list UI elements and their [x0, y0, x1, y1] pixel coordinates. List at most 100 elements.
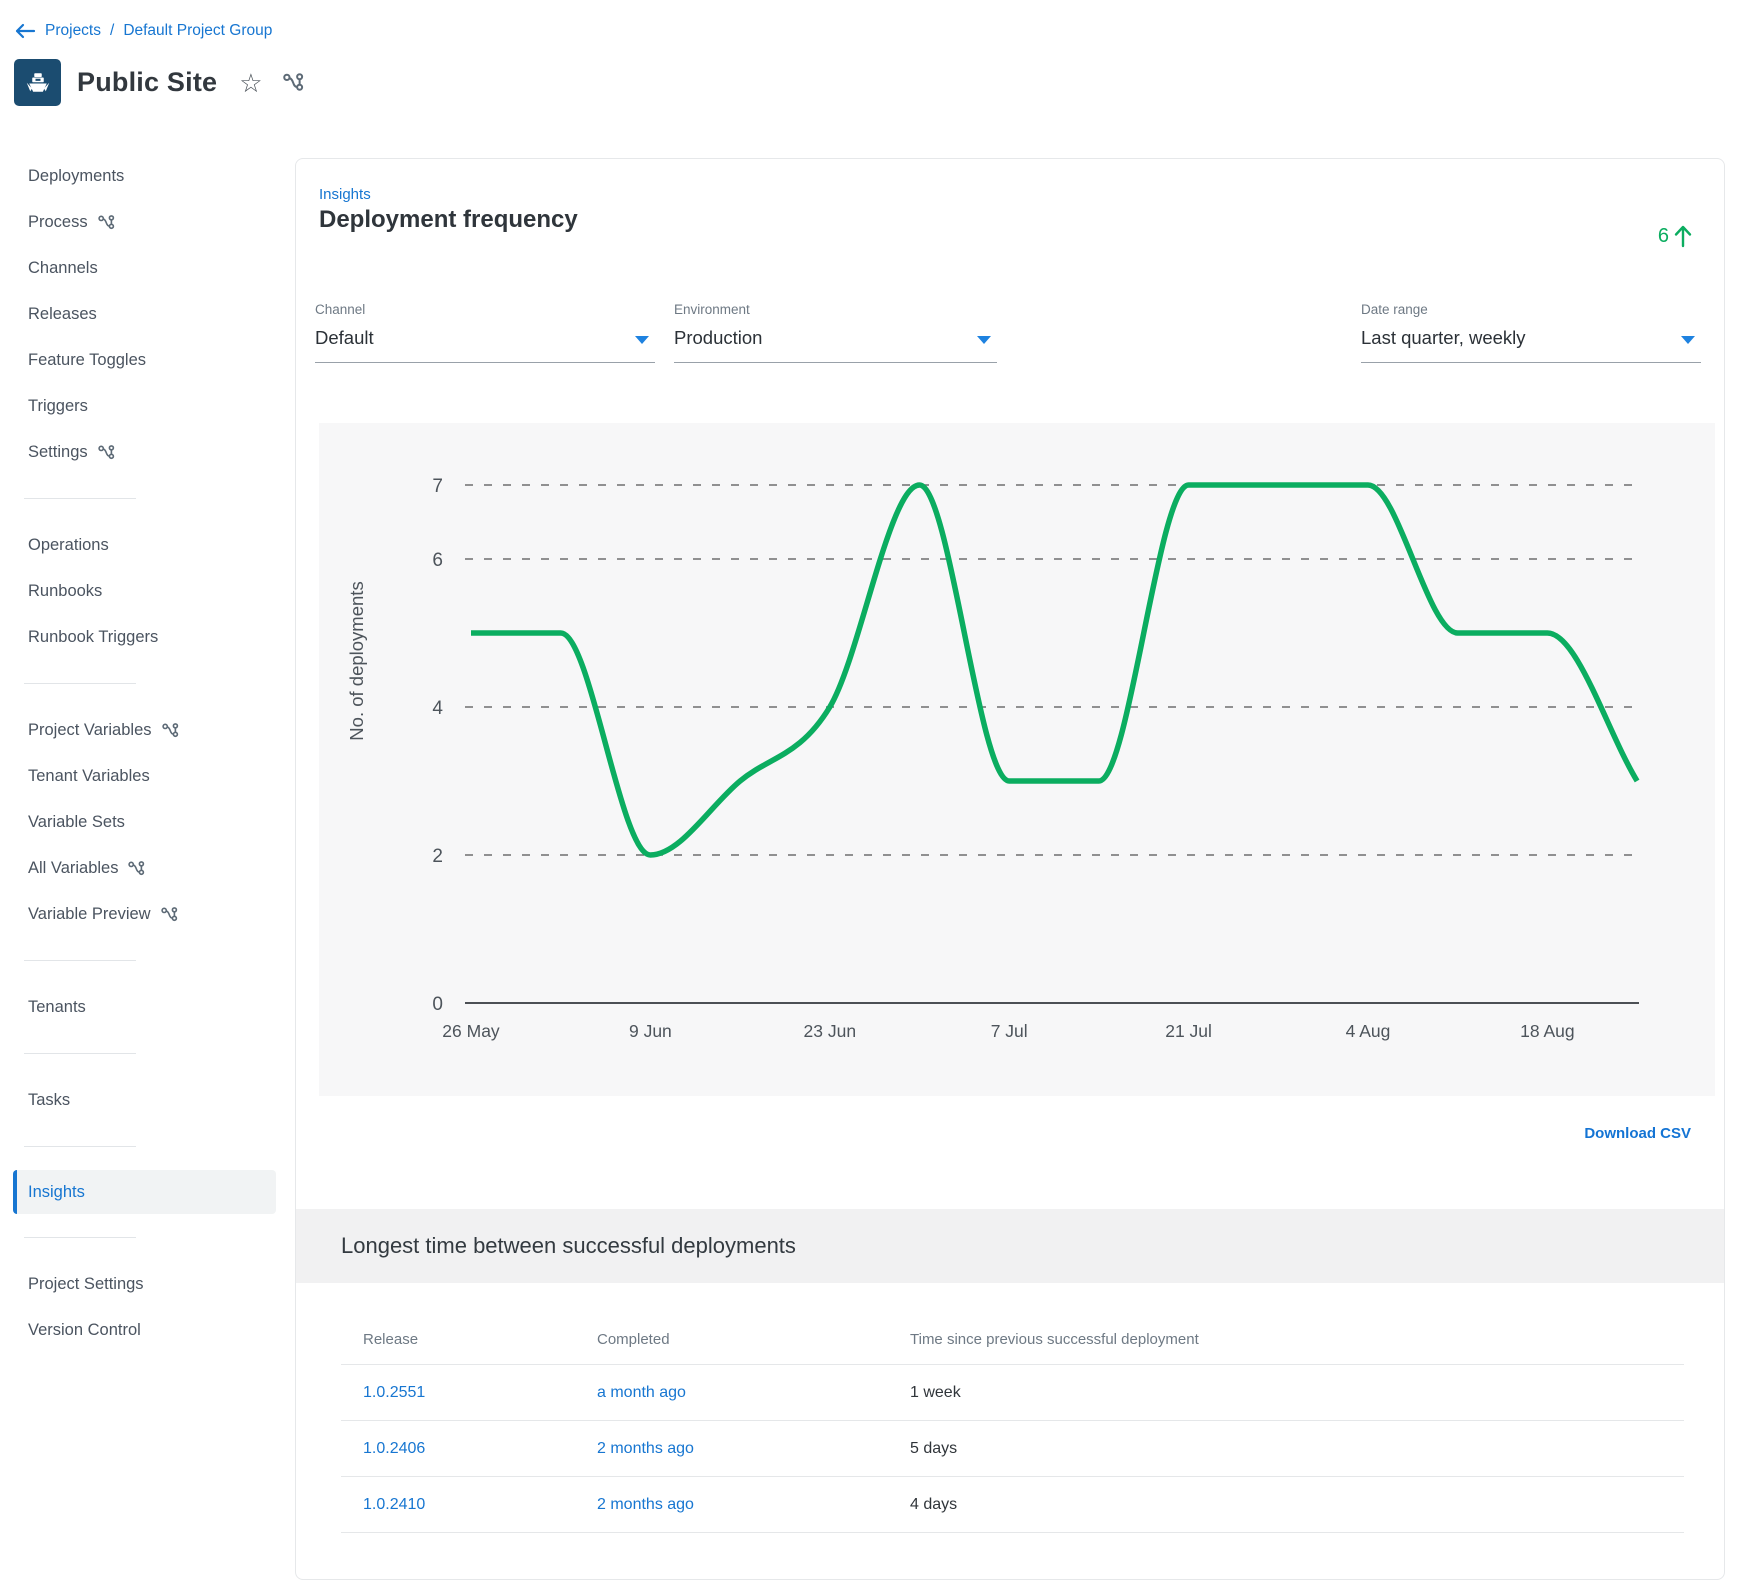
- table-row: 1.0.2551a month ago1 week: [341, 1364, 1684, 1420]
- deployment-frequency-metric: 6: [1658, 223, 1694, 249]
- x-tick-label: 26 May: [442, 1021, 500, 1041]
- y-axis-label: No. of deployments: [346, 581, 367, 740]
- sidebar-item-settings[interactable]: Settings: [0, 429, 292, 475]
- sidebar-item-runbooks[interactable]: Runbooks: [0, 568, 292, 614]
- branch-icon: [128, 861, 145, 876]
- branch-icon: [161, 907, 178, 922]
- chevron-down-icon[interactable]: [635, 336, 649, 344]
- insights-breadcrumb-link[interactable]: Insights: [319, 186, 371, 203]
- sidebar-item-label: Runbook Triggers: [28, 628, 158, 647]
- favorite-star-icon[interactable]: ☆: [239, 70, 262, 96]
- filter-channel[interactable]: ChannelDefault: [315, 302, 655, 363]
- y-tick-label: 6: [432, 550, 443, 571]
- sidebar-item-label: Project Variables: [28, 721, 152, 740]
- sidebar-divider: [24, 1237, 136, 1238]
- sidebar-divider: [24, 1053, 136, 1054]
- time-since-cell: 5 days: [910, 1440, 1684, 1458]
- x-tick-label: 9 Jun: [629, 1021, 672, 1041]
- insights-card: Insights Deployment frequency 6 ChannelD…: [295, 158, 1725, 1580]
- filter-environment[interactable]: Environment Production: [674, 302, 997, 363]
- table-bottom-border: [341, 1532, 1684, 1534]
- sidebar-item-label: Settings: [28, 443, 88, 462]
- sidebar-item-label: Runbooks: [28, 582, 102, 601]
- sidebar-item-label: Project Settings: [28, 1275, 144, 1294]
- table-row: 1.0.24102 months ago4 days: [341, 1476, 1684, 1532]
- sidebar-item-process[interactable]: Process: [0, 199, 292, 245]
- x-tick-label: 21 Jul: [1165, 1021, 1212, 1041]
- section-title: Longest time between successful deployme…: [341, 1233, 796, 1259]
- sidebar-divider: [24, 498, 136, 499]
- y-tick-label: 7: [432, 476, 443, 497]
- sidebar-item-releases[interactable]: Releases: [0, 291, 292, 337]
- column-header-time-since-previous-successful-deployment: Time since previous successful deploymen…: [910, 1331, 1684, 1348]
- sidebar-item-label: Feature Toggles: [28, 351, 146, 370]
- sidebar-item-version-control[interactable]: Version Control: [0, 1307, 292, 1353]
- sidebar: DeploymentsProcess Channels Releases Featur…: [0, 153, 292, 1353]
- sidebar-item-label: Tasks: [28, 1091, 70, 1110]
- filter-selected-value: Production: [674, 327, 762, 348]
- time-since-cell: 1 week: [910, 1384, 1684, 1402]
- sidebar-item-all-variables[interactable]: All Variables: [0, 845, 292, 891]
- ship-icon: [23, 68, 53, 98]
- sidebar-item-label: Variable Sets: [28, 813, 125, 832]
- sidebar-item-channels[interactable]: Channels: [0, 245, 292, 291]
- sidebar-item-tenants[interactable]: Tenants: [0, 984, 292, 1030]
- breadcrumb-group-link[interactable]: Default Project Group: [123, 22, 272, 40]
- sidebar-item-variable-preview[interactable]: Variable Preview: [0, 891, 292, 937]
- release-link[interactable]: 1.0.2410: [363, 1496, 597, 1514]
- branch-icon: [98, 445, 115, 460]
- back-arrow-icon[interactable]: [14, 23, 36, 39]
- sidebar-item-operations[interactable]: Operations: [0, 522, 292, 568]
- chevron-down-icon[interactable]: [1681, 336, 1695, 344]
- sidebar-divider: [24, 960, 136, 961]
- card-title: Deployment frequency: [319, 206, 578, 234]
- sidebar-item-label: Variable Preview: [28, 905, 151, 924]
- filter-date-range[interactable]: Date range Last quarter, weekly: [1361, 302, 1701, 363]
- sidebar-item-insights[interactable]: Insights: [13, 1170, 276, 1214]
- sidebar-item-label: Version Control: [28, 1321, 141, 1340]
- completed-link[interactable]: 2 months ago: [597, 1496, 910, 1514]
- sidebar-item-variable-sets[interactable]: Variable Sets: [0, 799, 292, 845]
- project-header: Public Site ☆: [14, 59, 302, 106]
- section-header-band: Longest time between successful deployme…: [296, 1209, 1724, 1283]
- page-title: Public Site: [77, 67, 217, 98]
- metric-value: 6: [1658, 223, 1669, 249]
- project-logo: [14, 59, 61, 106]
- filter-label: Channel: [315, 302, 655, 317]
- breadcrumb-separator: /: [110, 22, 114, 40]
- y-tick-label: 0: [432, 994, 443, 1015]
- download-csv-link[interactable]: Download CSV: [1584, 1125, 1691, 1142]
- column-header-release: Release: [363, 1331, 597, 1348]
- sidebar-item-tasks[interactable]: Tasks: [0, 1077, 292, 1123]
- sidebar-divider: [24, 683, 136, 684]
- completed-link[interactable]: a month ago: [597, 1384, 910, 1402]
- sidebar-item-feature-toggles[interactable]: Feature Toggles: [0, 337, 292, 383]
- release-link[interactable]: 1.0.2406: [363, 1440, 597, 1458]
- sidebar-item-label: Triggers: [28, 397, 88, 416]
- completed-link[interactable]: 2 months ago: [597, 1440, 910, 1458]
- sidebar-item-label: Channels: [28, 259, 98, 278]
- sidebar-item-label: All Variables: [28, 859, 118, 878]
- sidebar-item-triggers[interactable]: Triggers: [0, 383, 292, 429]
- release-link[interactable]: 1.0.2551: [363, 1384, 597, 1402]
- x-tick-label: 4 Aug: [1346, 1021, 1391, 1041]
- table-header-row: ReleaseCompletedTime since previous succ…: [341, 1317, 1684, 1364]
- up-arrow-icon: [1672, 223, 1694, 249]
- table-row: 1.0.24062 months ago5 days: [341, 1420, 1684, 1476]
- x-tick-label: 18 Aug: [1520, 1021, 1575, 1041]
- filter-label: Environment: [674, 302, 997, 317]
- deployment-frequency-chart: 7642026 May9 Jun23 Jun7 Jul21 Jul4 Aug18…: [319, 423, 1715, 1096]
- breadcrumb-projects-link[interactable]: Projects: [45, 22, 101, 40]
- filter-selected-value: Last quarter, weekly: [1361, 327, 1526, 348]
- sidebar-divider: [24, 1146, 136, 1147]
- column-header-completed: Completed: [597, 1331, 910, 1348]
- sidebar-item-project-variables[interactable]: Project Variables: [0, 707, 292, 753]
- chevron-down-icon[interactable]: [977, 336, 991, 344]
- sidebar-item-project-settings[interactable]: Project Settings: [0, 1261, 292, 1307]
- deployments-table: ReleaseCompletedTime since previous succ…: [341, 1317, 1684, 1534]
- filter-label: Date range: [1361, 302, 1701, 317]
- sidebar-item-tenant-variables[interactable]: Tenant Variables: [0, 753, 292, 799]
- sidebar-item-deployments[interactable]: Deployments: [0, 153, 292, 199]
- version-control-branch-icon[interactable]: [282, 73, 303, 92]
- sidebar-item-runbook-triggers[interactable]: Runbook Triggers: [0, 614, 292, 660]
